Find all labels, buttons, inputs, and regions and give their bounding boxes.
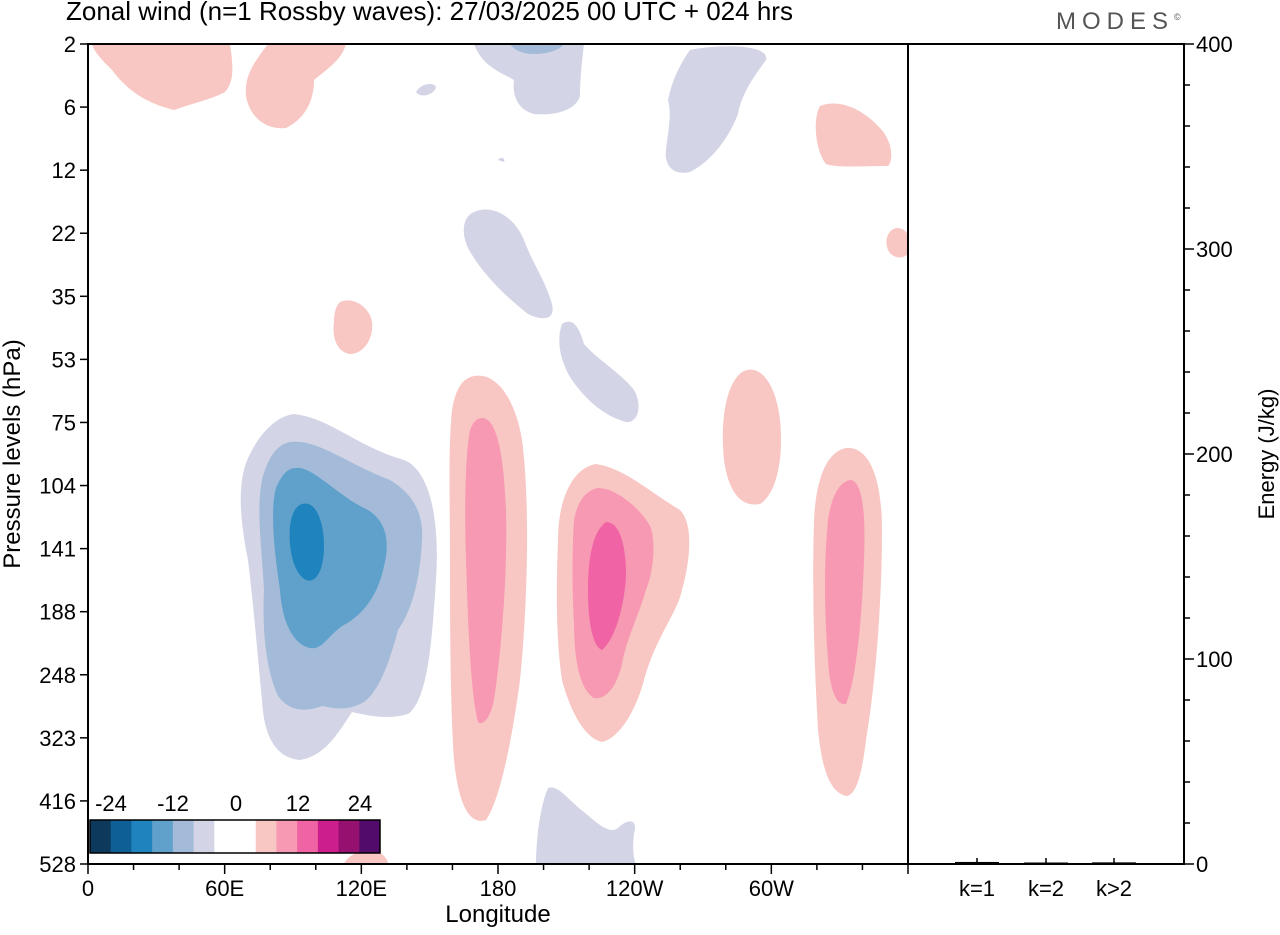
contour-negative-main-core <box>289 503 324 581</box>
energy-tick-label: 0 <box>1196 852 1208 877</box>
colorbar-swatch <box>276 820 298 853</box>
y-tick-label: 528 <box>39 852 76 877</box>
x-tick-label: 0 <box>82 876 94 901</box>
colorbar-swatch <box>359 820 381 853</box>
y-tick-label: 2 <box>64 32 76 57</box>
colorbar-frame <box>89 819 381 854</box>
colorbar-swatch <box>297 820 319 853</box>
y-tick-label: 104 <box>39 474 76 499</box>
contour-positive-upper-3 <box>815 103 892 167</box>
contour-negative-upper-core <box>510 44 564 54</box>
energy-axis: 0 100 200 300 400 <box>1184 32 1233 877</box>
contour-positive-mid-1 <box>333 300 373 354</box>
y-tick-label: 188 <box>39 600 76 625</box>
colorbar-swatch <box>317 820 340 853</box>
y-tick-label: 22 <box>52 221 76 246</box>
colorbar-label: 12 <box>286 791 310 816</box>
x-tick-label: 120W <box>606 876 664 901</box>
colorbar-swatch <box>214 820 236 853</box>
y-tick-label: 35 <box>52 284 76 309</box>
chart-title: Zonal wind (n=1 Rossby waves): 27/03/202… <box>66 0 793 26</box>
colorbar-swatch <box>193 820 215 853</box>
colorbar-swatch <box>152 820 174 853</box>
y-tick-label: 53 <box>52 347 76 372</box>
colorbar: -24 -12 0 12 24 <box>89 791 381 854</box>
y-tick-label: 75 <box>52 410 76 435</box>
contour-positive-wave1-mid <box>465 418 507 724</box>
brand-logo: MODES© <box>1056 8 1181 36</box>
energy-axis-title: Energy (J/kg) <box>1254 389 1279 520</box>
colorbar-label: -12 <box>157 791 189 816</box>
contour-negative-mid-2 <box>559 321 639 423</box>
x-axis: 0 60E 120E 180 120W 60W <box>82 864 909 901</box>
y-tick-label: 12 <box>52 158 76 183</box>
colorbar-swatch <box>110 820 132 853</box>
contour-positive-lower <box>344 850 388 864</box>
contour-negative-upper-1 <box>474 44 584 115</box>
colorbar-swatch <box>235 820 257 853</box>
brand-text: MODES <box>1056 8 1175 35</box>
contour-negative-upper-2 <box>665 46 767 173</box>
bar-panel-frame <box>907 43 1185 865</box>
x-tick-label: 60E <box>205 876 244 901</box>
y-tick-label: 248 <box>39 663 76 688</box>
contour-positive-mid-2 <box>722 369 782 505</box>
bar-category-label: k>2 <box>1096 876 1132 901</box>
colorbar-swatch <box>338 820 360 853</box>
bar-category-label: k=2 <box>1028 876 1064 901</box>
colorbar-swatch <box>172 820 195 853</box>
y-axis: 2 6 12 22 35 53 75 104 141 188 248 323 416 528 <box>39 32 88 877</box>
y-tick-label: 323 <box>39 726 76 751</box>
y-tick-label: 6 <box>64 95 76 120</box>
contour-negative-upper-3 <box>416 83 436 96</box>
bar-category-label: k=1 <box>959 876 995 901</box>
y-tick-label: 141 <box>39 537 76 562</box>
x-tick-label: 120E <box>336 876 387 901</box>
contour-positive-wave2-core <box>588 522 626 650</box>
colorbar-label: 24 <box>348 791 372 816</box>
colorbar-swatch <box>90 820 112 853</box>
colorbar-label: 0 <box>230 791 242 816</box>
contour-negative-mid-1 <box>463 209 553 319</box>
contour-positive-edge <box>886 228 908 258</box>
colorbar-label: -24 <box>95 791 127 816</box>
energy-tick-label: 300 <box>1196 237 1233 262</box>
contour-field <box>92 44 908 864</box>
contour-positive-wave3-mid <box>825 480 865 705</box>
contour-negative-lower <box>536 787 636 864</box>
x-tick-label: 60W <box>749 876 794 901</box>
energy-tick-label: 400 <box>1196 32 1233 57</box>
contour-positive-upper-2 <box>245 44 346 129</box>
colorbar-swatch <box>131 820 153 853</box>
y-axis-title: Pressure levels (hPa) <box>0 339 26 568</box>
contour-positive-upper-1 <box>92 44 233 110</box>
colorbar-swatch <box>255 820 277 853</box>
x-axis-title: Longitude <box>445 901 550 928</box>
energy-tick-label: 100 <box>1196 647 1233 672</box>
x-tick-label: 180 <box>480 876 517 901</box>
registered-mark: © <box>1174 12 1181 22</box>
y-tick-label: 416 <box>39 789 76 814</box>
energy-tick-label: 200 <box>1196 442 1233 467</box>
contour-negative-upper-4 <box>498 157 505 162</box>
energy-bars: k=1 k=2 k>2 <box>955 858 1136 901</box>
